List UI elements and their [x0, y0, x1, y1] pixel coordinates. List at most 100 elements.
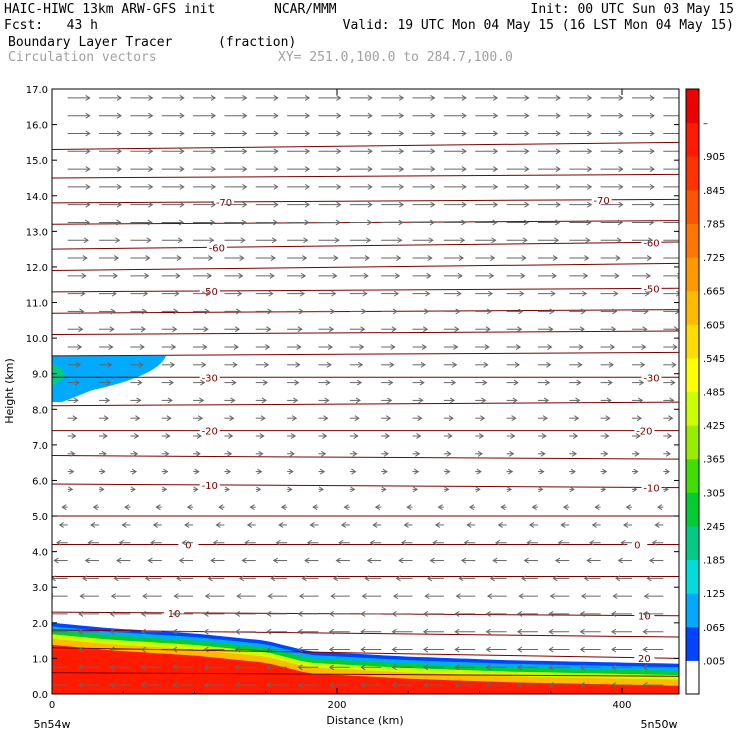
circulation-vector-head — [78, 326, 84, 333]
circulation-vector-head — [210, 557, 216, 564]
circulation-vector-head — [538, 486, 544, 493]
circulation-vector-head — [681, 220, 685, 225]
y-tick-label: 10.0 — [26, 334, 48, 345]
circulation-vector-head — [131, 468, 138, 475]
circulation-vector-head — [486, 308, 492, 315]
contour-line — [52, 351, 679, 357]
circulation-vector-head — [516, 682, 523, 689]
circulation-vector-head — [350, 486, 356, 493]
circulation-vector-head — [649, 166, 655, 172]
circulation-vector-head — [142, 593, 148, 600]
circulation-vector-head — [587, 94, 593, 101]
y-tick-label: 6.0 — [32, 476, 48, 487]
circulation-vector-head — [391, 682, 397, 689]
circulation-vector-head — [297, 664, 303, 671]
circulation-vector-head — [287, 486, 293, 493]
contour-label: -70 — [593, 196, 609, 207]
circulation-vector-head — [681, 167, 685, 172]
circulation-vector-head — [118, 539, 124, 546]
circulation-vector-head — [184, 522, 190, 528]
circulation-vector-head — [237, 290, 243, 297]
circulation-vector-head — [70, 450, 76, 457]
circulation-vector-head — [78, 646, 84, 653]
y-tick-label: 13.0 — [26, 227, 48, 238]
circulation-vector-head — [82, 575, 88, 582]
circulation-vector-head — [266, 682, 272, 689]
circulation-vector-head — [272, 557, 279, 564]
circulation-vector-head — [78, 682, 84, 689]
circulation-vector-head — [429, 219, 435, 226]
circulation-vector-head — [140, 646, 146, 653]
y-tick-label: 17.0 — [26, 85, 48, 96]
circulation-vector-head — [449, 397, 456, 404]
circulation-vector-head — [304, 166, 311, 172]
circulation-vector-head — [259, 433, 265, 439]
circulation-vector-head — [521, 255, 527, 261]
circulation-vector-head — [615, 255, 621, 261]
circulation-vector-head — [304, 130, 311, 137]
circulation-vectors — [52, 94, 685, 689]
contour-label: -50 — [202, 287, 218, 298]
contour-label-bg — [199, 424, 220, 436]
circulation-vector-head — [234, 664, 241, 671]
circulation-vector-head — [297, 646, 303, 653]
circulation-vector-head — [461, 166, 467, 172]
contour-label: -50 — [643, 284, 659, 295]
circulation-vector-head — [611, 682, 617, 689]
circulation-vector-head — [266, 326, 272, 333]
circulation-vector-head — [359, 344, 365, 350]
right-endpoint-label: 5n50w — [641, 718, 678, 731]
circulation-vector-head — [334, 237, 340, 244]
colorbar-label: .905 — [703, 152, 725, 163]
circulation-vector-head — [134, 433, 140, 439]
circulation-vector-head — [148, 130, 154, 137]
circulation-vector-head — [102, 433, 108, 439]
circulation-vector-head — [210, 219, 216, 226]
vectors-text: Circulation vectors — [8, 50, 157, 65]
colorbar-label: .365 — [703, 455, 725, 466]
circulation-vector-head — [135, 415, 141, 422]
circulation-vector-head — [454, 611, 460, 617]
circulation-vector-head — [618, 201, 624, 208]
circulation-vector-head — [581, 593, 587, 600]
circulation-vector-head — [195, 450, 201, 457]
circulation-vector-head — [571, 450, 578, 457]
left-endpoint-label: 5n54w — [34, 718, 71, 731]
circulation-vector-head — [300, 272, 307, 279]
circulation-vector-head — [606, 397, 612, 404]
circulation-vector-head — [649, 219, 655, 226]
circulation-vector-head — [415, 450, 421, 457]
circulation-vector-head — [336, 201, 342, 208]
circulation-vector-head — [600, 486, 607, 493]
circulation-vector-head — [115, 237, 121, 244]
circulation-vector-head — [618, 94, 624, 101]
circulation-vector-head — [109, 628, 115, 635]
fcst-label-text: Fcst: — [4, 18, 44, 33]
circulation-vector-head — [681, 184, 685, 189]
circulation-vector-head — [275, 539, 281, 546]
x-tick-label: 400 — [612, 700, 631, 711]
circulation-vector-head — [73, 397, 79, 404]
circulation-vector-head — [618, 130, 624, 137]
circulation-vector-head — [374, 504, 381, 511]
colorbar: .005 .065 .125 .185 .245 .305 .365 .425 .485 .545… — [685, 88, 725, 695]
circulation-vector-head — [109, 664, 115, 671]
circulation-vector-head — [372, 522, 378, 528]
circulation-vector-head — [602, 468, 608, 475]
circulation-vector-head — [163, 468, 169, 475]
circulation-vector-head — [210, 183, 217, 190]
circulation-vector-head — [552, 575, 558, 582]
colorbar-swatch — [686, 156, 699, 191]
circulation-vector-head — [266, 664, 272, 671]
circulation-vector-head — [336, 130, 342, 137]
y-tick-label: 7.0 — [32, 441, 48, 452]
circulation-vector-head — [432, 539, 438, 546]
circulation-vector-head — [618, 166, 624, 172]
colorbar-label: .545 — [703, 354, 725, 365]
circulation-vector-head — [238, 575, 245, 582]
circulation-vector-head — [625, 504, 631, 511]
circulation-vector-head — [447, 433, 453, 439]
colorbar-label: .785 — [703, 219, 725, 230]
circulation-vector-head — [549, 308, 555, 315]
circulation-vector-head — [555, 219, 561, 226]
